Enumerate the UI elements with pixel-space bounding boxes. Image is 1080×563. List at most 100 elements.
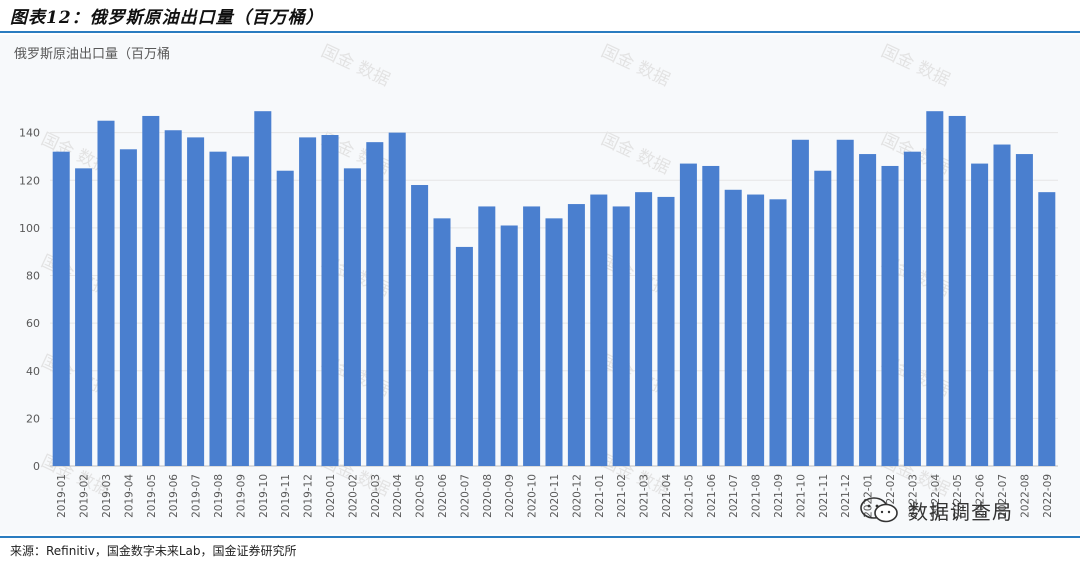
bar — [478, 206, 496, 466]
bar — [343, 168, 361, 466]
bar — [814, 170, 832, 466]
bar — [119, 149, 137, 466]
watermark-text: 国金 数据 — [598, 41, 673, 90]
x-tick-label: 2021-07 — [728, 474, 740, 518]
bar — [635, 192, 653, 466]
figure-header: 图表12：俄罗斯原油出口量（百万桶） — [0, 0, 1080, 33]
x-tick-label: 2019-09 — [235, 474, 247, 518]
y-tick-label: 60 — [26, 317, 40, 330]
x-tick-label: 2020-11 — [549, 474, 561, 518]
x-tick-label: 2022-06 — [975, 474, 987, 518]
figure-title: 图表12：俄罗斯原油出口量（百万桶） — [10, 8, 324, 28]
bar — [97, 120, 115, 466]
watermark-text: 国金 数据 — [878, 41, 953, 90]
bar — [836, 139, 854, 467]
x-tick-label: 2020-01 — [325, 474, 337, 518]
x-tick-label: 2020-07 — [459, 474, 471, 518]
x-tick-label: 2020-12 — [571, 474, 583, 518]
source-note: 来源：Refinitiv，国金数字未来Lab，国金证券研究所 — [0, 536, 1080, 563]
bar — [769, 199, 787, 467]
x-tick-label: 2019-06 — [168, 474, 180, 518]
bar — [75, 168, 93, 466]
bar — [523, 206, 541, 466]
wechat-icon — [860, 497, 898, 523]
watermark-text: 国金 数据 — [598, 129, 673, 178]
x-tick-label: 2019-05 — [146, 474, 158, 518]
bar — [545, 218, 563, 466]
bar — [1015, 154, 1033, 466]
bar — [254, 111, 272, 466]
x-tick-label: 2022-09 — [1042, 474, 1054, 518]
chart-title: 俄罗斯原油出口量（百万桶 — [14, 47, 171, 62]
bar — [411, 185, 429, 466]
x-tick-label: 2022-04 — [930, 474, 942, 518]
x-tick-label: 2020-04 — [392, 474, 404, 518]
x-tick-label: 2020-02 — [347, 474, 359, 518]
x-tick-label: 2020-10 — [527, 474, 539, 518]
x-tick-label: 2021-05 — [683, 474, 695, 518]
bar — [948, 115, 966, 467]
x-tick-label: 2019-02 — [79, 474, 91, 518]
bar — [455, 246, 473, 466]
bar — [903, 151, 921, 467]
watermark-text: 国金 数据 — [318, 41, 393, 90]
y-tick-label: 20 — [26, 412, 40, 425]
x-tick-label: 2022-03 — [907, 474, 919, 518]
x-tick-label: 2021-01 — [594, 474, 606, 518]
bar — [993, 144, 1011, 466]
y-tick-label: 0 — [33, 460, 40, 473]
bar — [881, 165, 899, 466]
bar — [679, 163, 697, 467]
x-tick-label: 2021-08 — [751, 474, 763, 518]
x-tick-label: 2020-05 — [415, 474, 427, 518]
bar — [52, 151, 70, 467]
x-tick-label: 2022-08 — [1019, 474, 1031, 518]
x-tick-label: 2019-01 — [56, 474, 68, 518]
wechat-brand: 数据调查局 — [858, 495, 1013, 525]
source-text: 来源：Refinitiv，国金数字未来Lab，国金证券研究所 — [10, 544, 297, 558]
x-tick-label: 2022-07 — [997, 474, 1009, 518]
x-tick-label: 2019-07 — [191, 474, 203, 518]
bar — [859, 154, 877, 466]
bar — [567, 204, 585, 466]
x-tick-label: 2021-09 — [773, 474, 785, 518]
x-tick-label: 2021-03 — [639, 474, 651, 518]
bar — [724, 189, 742, 466]
x-tick-label: 2021-10 — [795, 474, 807, 518]
y-tick-label: 40 — [26, 365, 40, 378]
y-tick-label: 120 — [19, 174, 40, 187]
bar — [388, 132, 406, 466]
bar — [209, 151, 227, 467]
bar — [702, 165, 720, 466]
bar — [657, 196, 675, 466]
bar — [164, 130, 182, 466]
x-tick-label: 2020-09 — [504, 474, 516, 518]
bar — [590, 194, 608, 466]
y-tick-label: 80 — [26, 270, 40, 283]
bar — [321, 135, 339, 466]
y-tick-label: 140 — [19, 127, 40, 140]
x-tick-label: 2021-02 — [616, 474, 628, 518]
bar — [276, 170, 294, 466]
x-tick-label: 2019-04 — [123, 474, 135, 518]
x-tick-label: 2021-06 — [706, 474, 718, 518]
x-tick-label: 2019-03 — [101, 474, 113, 518]
x-tick-label: 2021-04 — [661, 474, 673, 518]
x-tick-label: 2019-11 — [280, 474, 292, 518]
bar — [366, 142, 384, 466]
x-tick-label: 2020-08 — [482, 474, 494, 518]
y-tick-label: 100 — [19, 222, 40, 235]
bar — [433, 218, 451, 466]
x-tick-label: 2021-12 — [840, 474, 852, 518]
bar — [1038, 192, 1056, 466]
x-tick-label: 2022-01 — [863, 474, 875, 518]
bar — [612, 206, 630, 466]
x-tick-label: 2019-12 — [303, 474, 315, 518]
bar — [231, 156, 249, 466]
bar — [747, 194, 765, 466]
x-tick-label: 2019-08 — [213, 474, 225, 518]
x-tick-label: 2022-05 — [952, 474, 964, 518]
bar — [500, 225, 518, 466]
